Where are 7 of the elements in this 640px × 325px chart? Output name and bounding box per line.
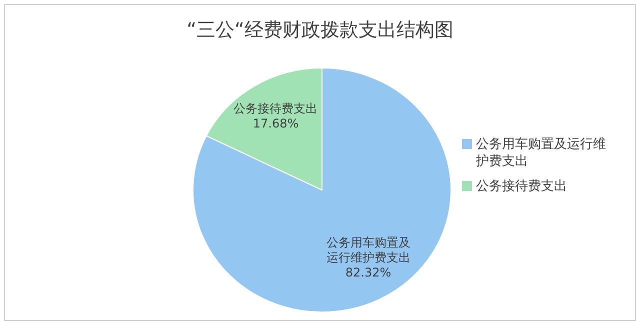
data-label: 17.68%	[252, 116, 299, 131]
data-label: 82.32%	[345, 265, 392, 280]
slice-label: 公务接待费支出	[234, 102, 318, 116]
slice-label: 公务用车购置及运行维护费支出	[326, 235, 410, 264]
chart-title: “三公“经费财政拨款支出结构图	[186, 19, 454, 41]
legend-label: 公务接待费支出	[476, 179, 567, 194]
legend-label: 公务用车购置及运行维护费支出	[475, 137, 606, 169]
